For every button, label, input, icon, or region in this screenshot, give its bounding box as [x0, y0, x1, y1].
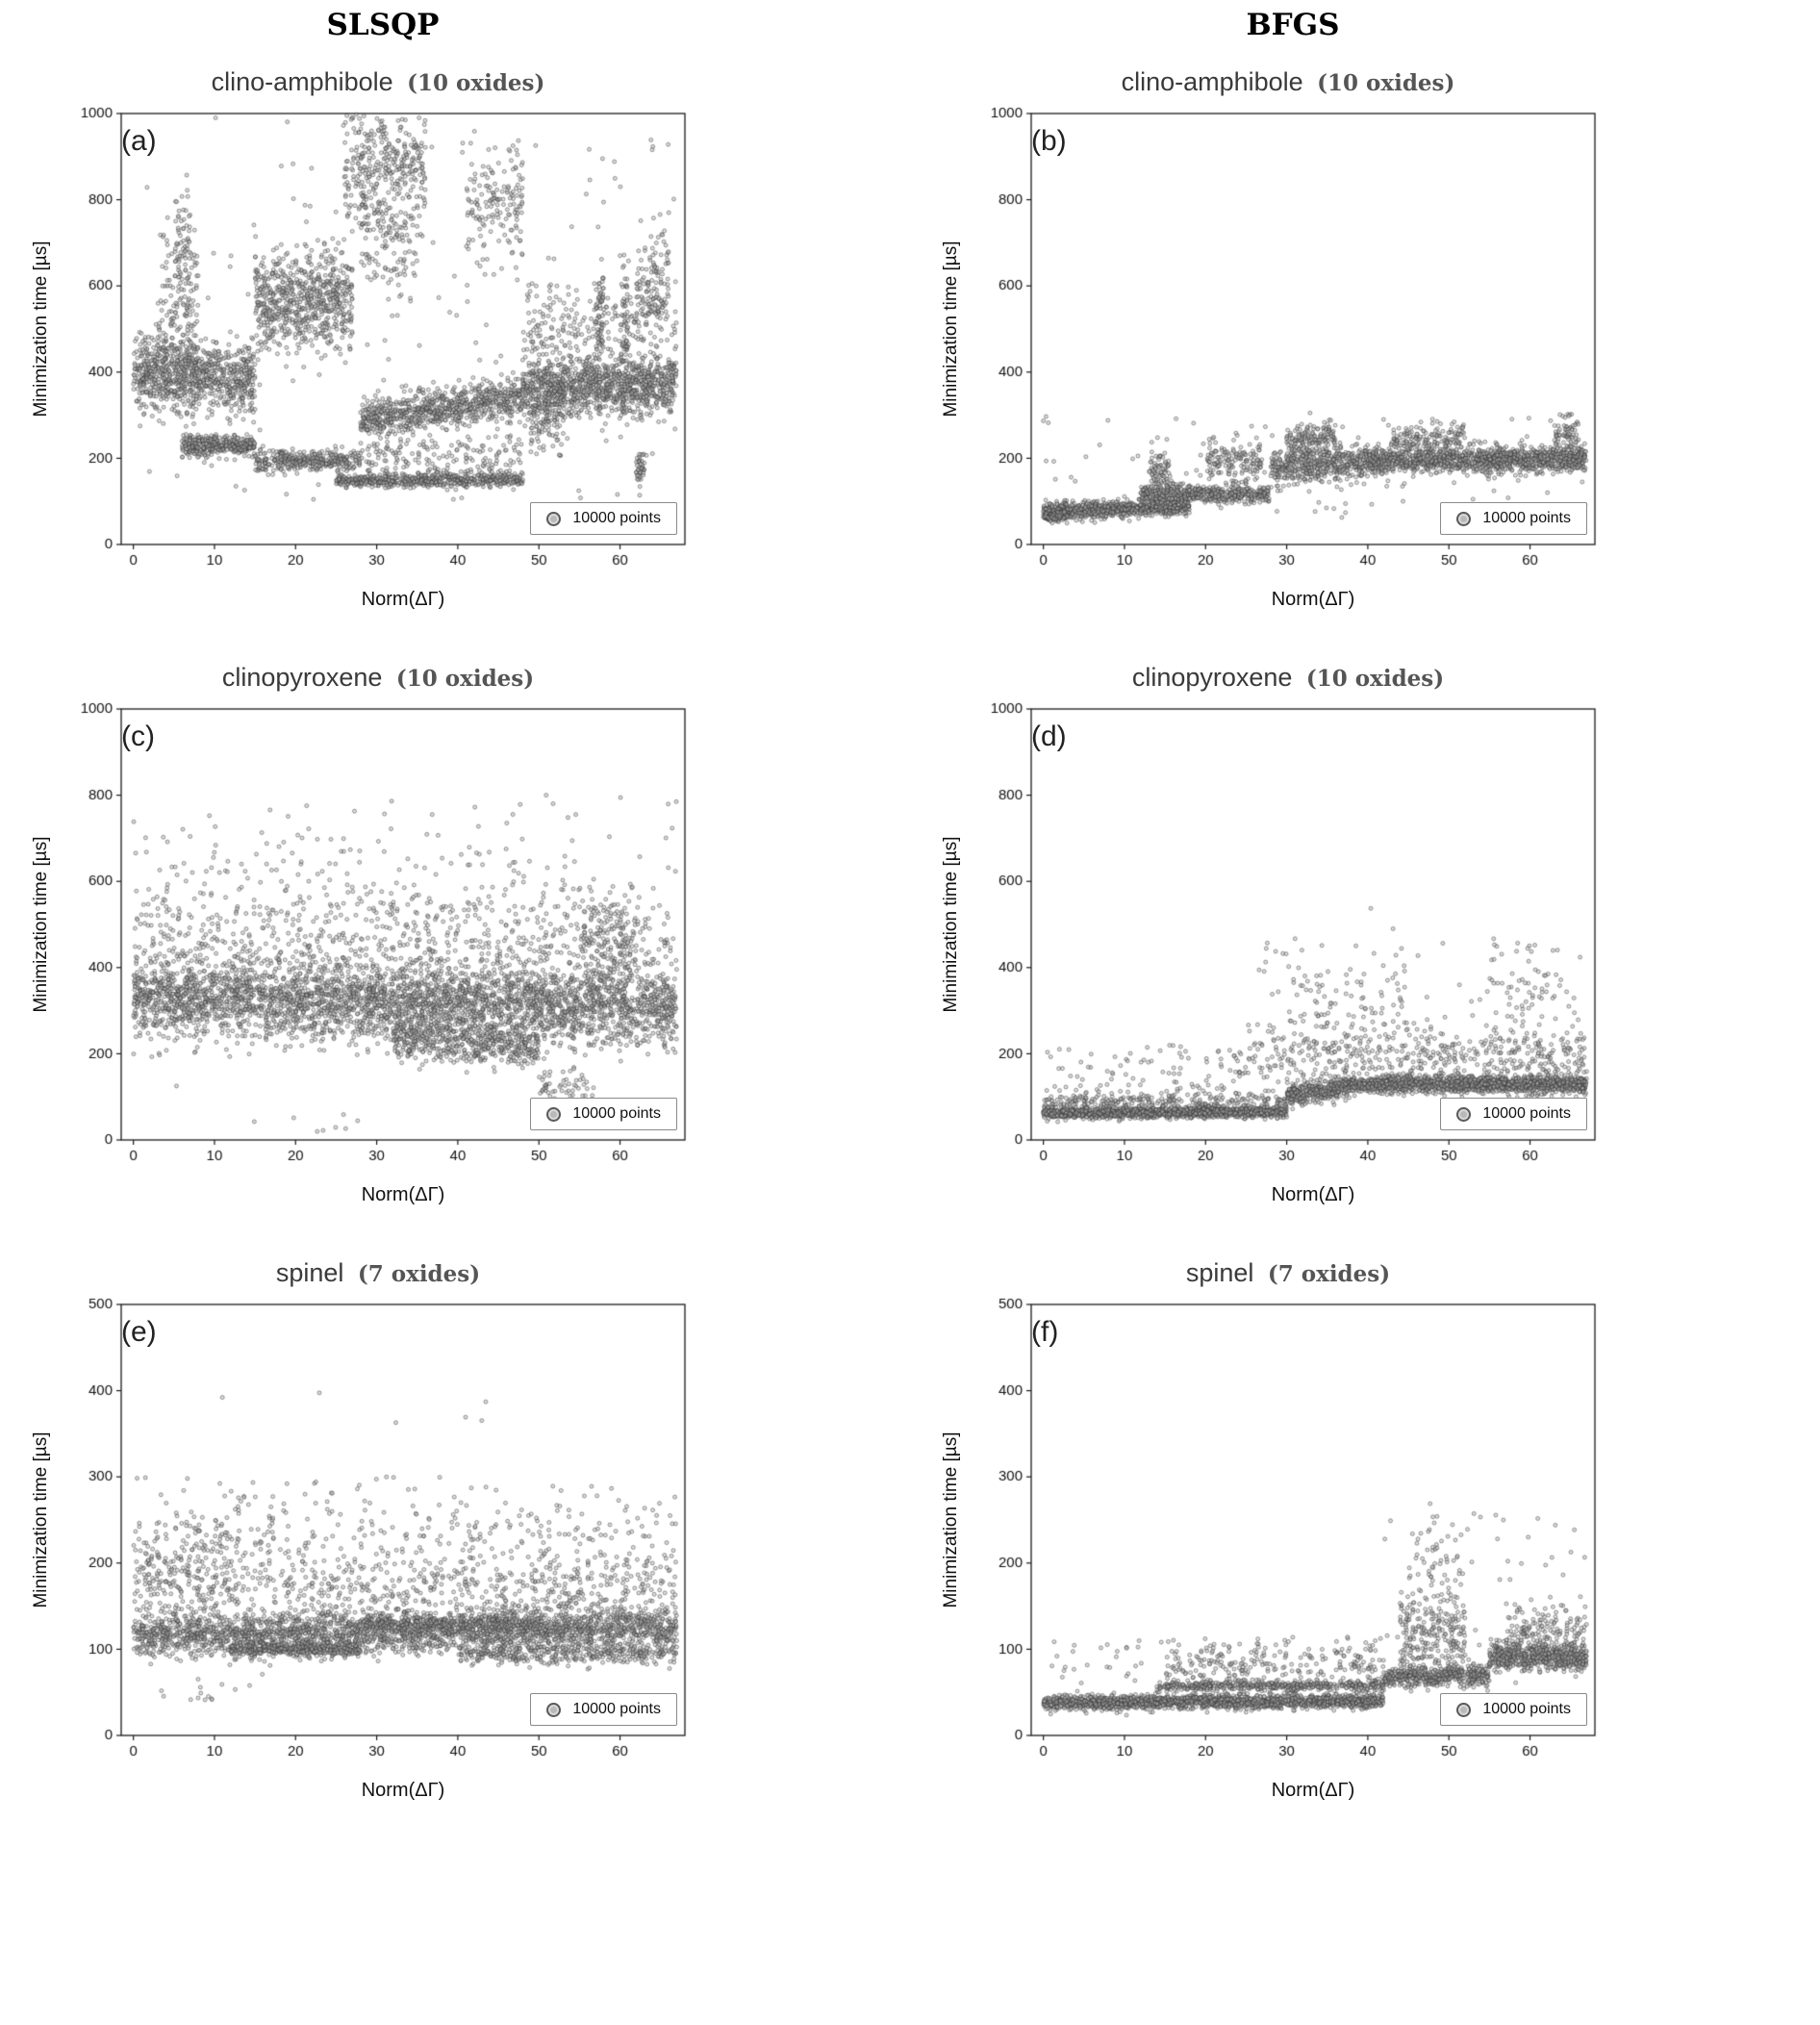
panel-b-mineral-name: clino-amphibole [1121, 67, 1303, 96]
column-header-slsqp: SLSQP [326, 8, 440, 42]
panel-c-plot-area: Minimization time [µs] (c) 10000 points [21, 699, 735, 1180]
panel-b-x-axis-label: Norm(ΔΓ) [1271, 589, 1355, 610]
panel-d-plot-area: Minimization time [µs] (d) 10000 points [931, 699, 1645, 1180]
panel-f-plot-area: Minimization time [µs] (f) 10000 points [931, 1295, 1645, 1776]
panel-d: clinopyroxene (10 oxides) Minimization t… [910, 655, 1820, 1206]
panel-d-mineral-name: clinopyroxene [1131, 663, 1293, 692]
panel-e-title: spinel (7 oxides) [21, 1251, 735, 1295]
panel-c-legend: 10000 points [530, 1098, 677, 1130]
panel-c-x-axis-label: Norm(ΔΓ) [361, 1184, 445, 1205]
scatter-marker-icon [1456, 511, 1472, 526]
scatter-marker-icon [546, 1106, 562, 1122]
panel-f-title: spinel (7 oxides) [931, 1251, 1645, 1295]
panel-f-legend: 10000 points [1440, 1693, 1587, 1726]
panel-e-legend: 10000 points [530, 1693, 677, 1726]
panel-f-letter: (f) [1031, 1316, 1059, 1348]
panel-f: spinel (7 oxides) Minimization time [µs]… [910, 1251, 1820, 1802]
panel-a-legend: 10000 points [530, 502, 677, 535]
panel-d-title: clinopyroxene (10 oxides) [931, 655, 1645, 699]
panel-a-x-axis-label: Norm(ΔΓ) [361, 589, 445, 610]
panel-f-legend-label: 10000 points [1482, 1701, 1571, 1717]
panel-f-y-axis-label: Minimization time [µs] [941, 1431, 961, 1608]
panel-c-mineral-name: clinopyroxene [221, 663, 383, 692]
panel-b-plot-area: Minimization time [µs] (b) 10000 points [931, 104, 1645, 585]
panel-e-y-axis-label: Minimization time [µs] [31, 1431, 51, 1608]
panel-a-oxide-count: (10 oxides) [407, 70, 545, 96]
panel-e-x-axis-label: Norm(ΔΓ) [361, 1780, 445, 1801]
panel-d-letter: (d) [1031, 721, 1067, 752]
panel-c: clinopyroxene (10 oxides) Minimization t… [0, 655, 910, 1206]
panel-a-plot-area: Minimization time [µs] (a) 10000 points [21, 104, 735, 585]
panel-grid: clino-amphibole (10 oxides) Minimization… [0, 60, 1820, 1846]
panel-b-legend: 10000 points [1440, 502, 1587, 535]
panel-b-y-axis-label: Minimization time [µs] [941, 240, 961, 418]
scatter-marker-icon [1456, 1106, 1472, 1122]
panel-b-letter: (b) [1031, 125, 1067, 157]
panel-e-mineral-name: spinel [275, 1258, 344, 1287]
scatter-marker-icon [546, 511, 562, 526]
panel-b-legend-label: 10000 points [1482, 510, 1571, 526]
panel-e-letter: (e) [121, 1316, 157, 1348]
panel-d-x-axis-label: Norm(ΔΓ) [1271, 1184, 1355, 1205]
panel-d-y-axis-label: Minimization time [µs] [941, 836, 961, 1013]
panel-f-mineral-name: spinel [1185, 1258, 1254, 1287]
panel-e-oxide-count: (7 oxides) [357, 1261, 481, 1287]
scatter-marker-icon [546, 1702, 562, 1717]
figure: SLSQP BFGS clino-amphibole (10 oxides) M… [0, 8, 1820, 1846]
panel-a: clino-amphibole (10 oxides) Minimization… [0, 60, 910, 611]
panel-b-oxide-count: (10 oxides) [1317, 70, 1455, 96]
panel-d-legend-label: 10000 points [1482, 1105, 1571, 1122]
panel-b-title: clino-amphibole (10 oxides) [931, 60, 1645, 104]
column-headers: SLSQP BFGS [0, 8, 1820, 42]
scatter-marker-icon [1456, 1702, 1472, 1717]
panel-f-oxide-count: (7 oxides) [1267, 1261, 1391, 1287]
panel-e-plot-area: Minimization time [µs] (e) 10000 points [21, 1295, 735, 1776]
panel-d-legend: 10000 points [1440, 1098, 1587, 1130]
panel-c-title: clinopyroxene (10 oxides) [21, 655, 735, 699]
panel-e: spinel (7 oxides) Minimization time [µs]… [0, 1251, 910, 1802]
panel-c-letter: (c) [121, 721, 155, 752]
panel-a-y-axis-label: Minimization time [µs] [31, 240, 51, 418]
panel-d-oxide-count: (10 oxides) [1305, 666, 1445, 692]
panel-c-oxide-count: (10 oxides) [395, 666, 535, 692]
panel-a-title: clino-amphibole (10 oxides) [21, 60, 735, 104]
panel-c-legend-label: 10000 points [572, 1105, 661, 1122]
panel-b: clino-amphibole (10 oxides) Minimization… [910, 60, 1820, 611]
panel-a-legend-label: 10000 points [572, 510, 661, 526]
panel-e-legend-label: 10000 points [572, 1701, 661, 1717]
panel-f-x-axis-label: Norm(ΔΓ) [1271, 1780, 1355, 1801]
panel-c-y-axis-label: Minimization time [µs] [31, 836, 51, 1013]
column-header-bfgs: BFGS [1246, 8, 1340, 42]
panel-a-mineral-name: clino-amphibole [211, 67, 393, 96]
panel-a-letter: (a) [121, 125, 157, 157]
